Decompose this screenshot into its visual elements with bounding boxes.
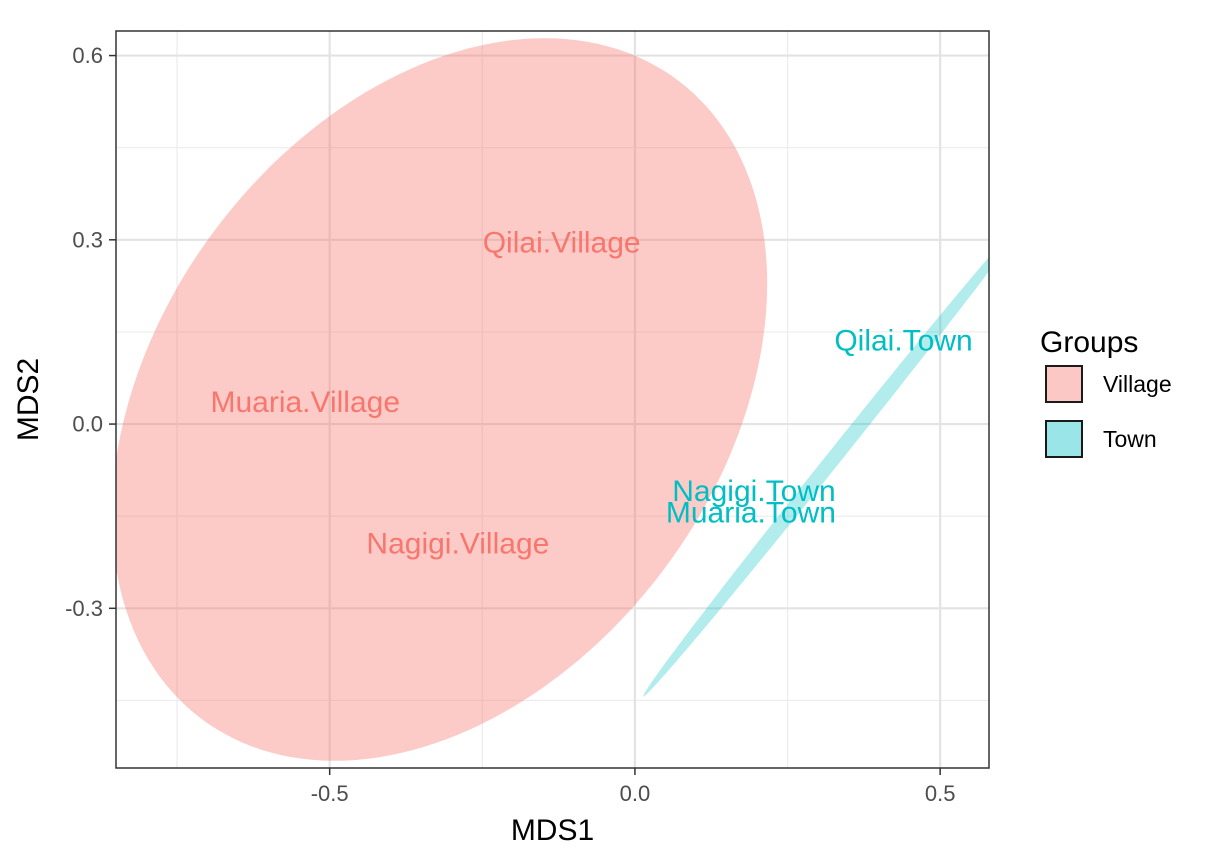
y-tick-label: 0.0	[72, 412, 103, 437]
point-labels: Qilai.Village Muaria.Village Nagigi.Villag…	[210, 226, 972, 560]
x-axis-title: MDS1	[511, 814, 594, 847]
y-tick-label: -0.3	[65, 596, 103, 621]
legend: Groups Village Town	[1040, 326, 1172, 458]
x-tick-label: 0.5	[925, 781, 956, 806]
legend-label-village: Village	[1103, 371, 1172, 397]
group-ellipses	[116, 38, 989, 761]
y-tick-label: 0.6	[72, 43, 103, 68]
axes: -0.5 0.0 0.5 -0.3 0.0 0.3 0.6	[65, 43, 955, 806]
legend-key-town	[1045, 420, 1083, 458]
point-label-muaria-village: Muaria.Village	[210, 386, 400, 419]
point-label-muaria-town: Muaria.Town	[666, 497, 836, 530]
legend-title: Groups	[1040, 326, 1138, 359]
grid-lines	[116, 31, 989, 768]
panel-border	[115, 30, 990, 769]
y-axis-title: MDS2	[12, 358, 45, 441]
x-tick-label: 0.0	[620, 781, 651, 806]
ellipse-village	[116, 38, 768, 761]
point-label-qilai-town: Qilai.Town	[834, 325, 972, 358]
point-label-qilai-village: Qilai.Village	[483, 226, 641, 259]
y-tick-label: 0.3	[72, 227, 103, 252]
x-tick-label: -0.5	[311, 781, 349, 806]
legend-label-town: Town	[1103, 426, 1157, 452]
point-label-nagigi-town: Nagigi.Town	[672, 475, 835, 508]
ellipse-town	[643, 256, 989, 697]
legend-key-village	[1045, 365, 1083, 403]
point-label-nagigi-village: Nagigi.Village	[366, 527, 549, 560]
